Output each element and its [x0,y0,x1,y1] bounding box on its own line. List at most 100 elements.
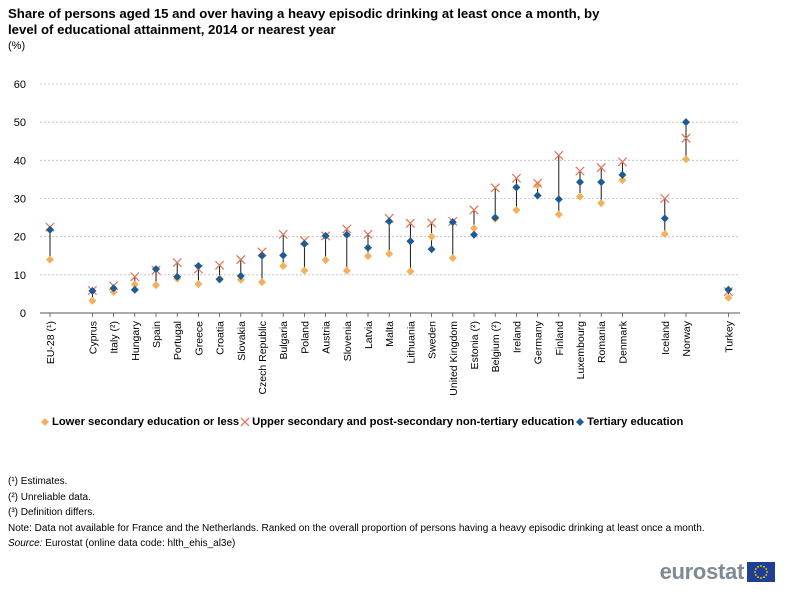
x-tick-label: Sweden [427,321,439,359]
x-tick-label: Austria [321,321,333,354]
y-tick-label: 60 [14,79,26,91]
eurostat-logo: eurostat [660,559,775,585]
point-upper-secondary [575,166,585,176]
flag-star [757,565,759,568]
point-tertiary [46,225,54,234]
point-upper-secondary [660,193,670,204]
point-tertiary [364,243,372,252]
point-lower-secondary [660,229,669,238]
x-tick-label: Poland [299,321,311,354]
x-tick-label: Finland [554,321,566,356]
point-tertiary [682,118,690,127]
point-upper-secondary [172,257,182,268]
point-lower-secondary [682,155,690,164]
legend-item-upper: Upper secondary and post-secondary non-t… [240,416,574,428]
x-tick-label: Portugal [172,321,184,360]
point-upper-secondary [405,218,416,228]
point-lower-secondary [88,296,97,305]
point-upper-secondary [469,205,479,215]
point-tertiary [427,245,436,254]
legend-label-upper: Upper secondary and post-secondary non-t… [252,416,575,428]
y-axis-ticks: 0 10 20 30 40 50 60 [14,79,26,320]
point-tertiary [130,285,139,294]
x-tick-label: Bulgaria [278,321,290,360]
x-tick-label: Estonia (²) [469,321,481,369]
x-tick-label: Latvia [363,321,375,349]
footnotes: (¹) Estimates. (²) Unreliable data. (³) … [8,474,705,552]
x-tick-label: Hungary [130,320,142,360]
legend-x-upper-icon [240,417,250,427]
point-lower-secondary [152,281,160,290]
point-lower-secondary [300,266,309,275]
y-tick-label: 50 [14,117,26,129]
flag-star [763,576,765,579]
point-lower-secondary [512,205,521,214]
point-lower-secondary [279,262,288,271]
point-tertiary [109,284,118,293]
x-tick-label: Lithuania [405,321,417,364]
legend-label-tertiary: Tertiary education [587,416,684,428]
x-tick-label: EU-28 (¹) [45,321,57,364]
point-upper-secondary [554,150,564,161]
point-upper-secondary [236,254,246,265]
point-tertiary [194,262,203,271]
point-lower-secondary [342,266,351,275]
flag-star [754,568,757,570]
eu-flag-icon [747,562,775,582]
point-upper-secondary [342,224,352,234]
x-tick-label: Czech Republic [257,321,269,395]
point-tertiary [236,271,245,280]
flag-star [757,576,759,579]
gridlines [40,83,740,314]
point-lower-secondary [724,293,733,302]
point-lower-secondary [364,252,372,261]
logo-text: eurostat [659,559,745,584]
point-tertiary [173,272,182,281]
chart-title: Share of persons aged 15 and over having… [8,6,600,37]
point-tertiary [660,214,669,223]
x-axis-labels: EU-28 (¹) Cyprus Italy (²) Hungary Spain Port… [45,313,735,396]
y-tick-label: 40 [14,155,26,167]
point-tertiary [576,178,584,187]
x-tick-label: Malta [384,321,396,347]
x-tick-label: Slovenia [342,321,354,361]
x-tick-label: Luxembourg [575,321,587,380]
x-tick-label: Romania [596,321,608,363]
flag-star [760,565,762,567]
point-tertiary [300,239,309,248]
point-lower-secondary [470,224,478,233]
x-tick-label: Ireland [511,321,523,353]
point-lower-secondary [597,199,606,208]
x-tick-label: Cyprus [87,321,99,354]
point-lower-secondary [576,192,584,201]
point-upper-secondary [278,229,288,240]
point-tertiary [152,265,160,274]
x-tick-label: Turkey [723,320,735,352]
point-lower-secondary [321,255,330,264]
legend-item-tertiary: Tertiary education [575,416,683,428]
point-lower-secondary [406,267,415,276]
x-tick-label: Slovakia [236,321,248,361]
point-tertiary [279,251,288,260]
point-tertiary [491,213,500,222]
point-upper-secondary [490,183,500,193]
footnote-note: Note: Data not available for France and … [8,522,705,534]
point-upper-secondary [532,178,543,188]
legend-label-lower: Lower secondary education or less [52,416,240,428]
point-lower-secondary [130,280,139,289]
legend-diamond-lower-icon [41,418,49,426]
point-tertiary [618,170,627,179]
flag-star [765,568,768,570]
point-tertiary [597,178,606,187]
footnote-unreliable: (²) Unreliable data. [8,491,91,503]
legend-item-lower: Lower secondary education or less [40,416,239,428]
legend-diamond-tertiary-icon [576,418,585,426]
point-tertiary [470,230,478,239]
y-tick-label: 20 [14,232,26,244]
point-lower-secondary [427,232,436,241]
x-tick-label: Iceland [660,321,672,355]
flag-star [763,565,765,568]
x-tick-label: Croatia [215,321,227,355]
point-upper-secondary [681,133,691,143]
point-lower-secondary [46,255,54,264]
